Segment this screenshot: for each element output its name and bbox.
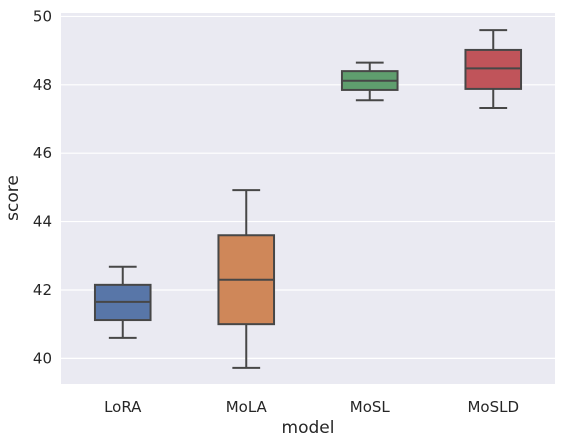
- y-tick-50: 50: [33, 7, 52, 25]
- x-tick-MoSLD: MoSLD: [467, 398, 519, 416]
- y-axis-label: score: [3, 175, 23, 221]
- y-tick-labels: 40 42 44 46 48 50: [33, 7, 52, 367]
- boxes: [93, 29, 523, 369]
- x-tick-LoRA: LoRA: [104, 398, 142, 416]
- y-tick-46: 46: [33, 144, 52, 162]
- y-tick-48: 48: [33, 76, 52, 94]
- y-tick-44: 44: [33, 213, 52, 231]
- x-tick-labels: LoRA MoLA MoSL MoSLD: [104, 398, 519, 416]
- x-tick-MoLA: MoLA: [226, 398, 268, 416]
- y-tick-42: 42: [33, 281, 52, 299]
- box-MoSL: [340, 61, 399, 102]
- x-axis-label: model: [282, 418, 335, 437]
- box-MoSLD: [464, 29, 523, 110]
- box-MoLA: [217, 189, 276, 369]
- box-iqr: [464, 48, 523, 90]
- y-tick-40: 40: [33, 349, 52, 367]
- x-tick-MoSL: MoSL: [350, 398, 391, 416]
- box-LoRA: [93, 265, 152, 339]
